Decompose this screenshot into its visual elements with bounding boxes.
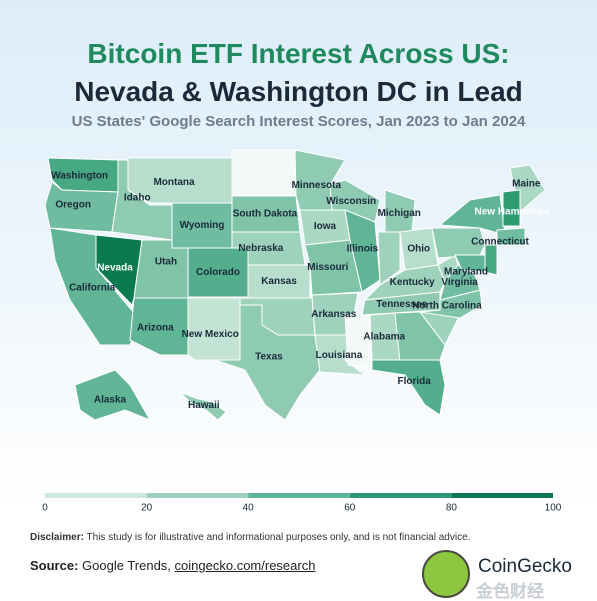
state-label: Virginia [441, 277, 478, 288]
legend-swatch [349, 493, 452, 498]
state-label: Nevada [97, 263, 133, 274]
state-label: Maryland [444, 267, 488, 278]
legend-tick-label: 0 [42, 503, 48, 514]
state-label: Minnesota [292, 180, 342, 191]
source-label: Source: [30, 558, 79, 573]
state-label: Missouri [307, 262, 348, 273]
state [344, 314, 371, 369]
logo: CoinGecko [478, 556, 572, 577]
state-label: Montana [153, 177, 195, 188]
state-label: North Carolina [412, 301, 482, 312]
source: Source: Google Trends, coingecko.com/res… [30, 558, 315, 573]
state [179, 391, 227, 421]
title: Bitcoin ETF Interest Across US: [87, 38, 510, 69]
legend-swatch [146, 493, 249, 498]
state-label: Louisiana [316, 350, 363, 361]
state-label: Arkansas [311, 309, 356, 320]
legend-swatch [45, 493, 147, 498]
state [496, 227, 526, 246]
state-label: Michigan [378, 208, 421, 219]
state-label: Illinois [347, 243, 379, 254]
state-label: Texas [255, 352, 283, 363]
subtitle: US States' Google Search Interest Scores… [71, 113, 526, 130]
state-label: Tennessee [376, 299, 427, 310]
state [74, 369, 152, 421]
state-label: Ohio [407, 243, 430, 254]
source-link[interactable]: coingecko.com/research [174, 558, 316, 573]
legend-swatch [248, 493, 350, 498]
state-label: Hawaii [188, 400, 220, 411]
state-label: Kentucky [390, 277, 435, 288]
state [214, 304, 321, 421]
state-label: Wyoming [180, 220, 225, 231]
state [377, 231, 401, 286]
state [484, 244, 498, 276]
state-label: Florida [397, 376, 431, 387]
disclaimer-label: Disclaimer: [30, 532, 84, 543]
state [394, 311, 446, 363]
state-label: New Mexico [182, 329, 239, 340]
state [502, 189, 521, 227]
legend-tick-label: 60 [344, 503, 356, 514]
legend-tick-label: 40 [243, 503, 255, 514]
state-label: Alaska [94, 395, 127, 406]
logo-icon [422, 550, 470, 598]
state [95, 234, 143, 306]
state-label: Alabama [363, 332, 405, 343]
source-text: Google Trends, [82, 558, 171, 573]
legend-tick-label: 20 [141, 503, 153, 514]
state [231, 149, 297, 197]
state-label: South Dakota [233, 209, 298, 220]
state-label: Oregon [55, 199, 91, 210]
state-label: Utah [155, 257, 177, 268]
state [437, 254, 459, 283]
state-label: Idaho [124, 193, 151, 204]
legend-swatch [451, 493, 553, 498]
state-label: Nebraska [238, 243, 283, 254]
state-label: Connecticut [471, 237, 529, 248]
legend-tick-label: 100 [545, 503, 562, 514]
state [344, 209, 381, 293]
state-label: Iowa [314, 221, 337, 232]
state-label: Wisconsin [326, 196, 376, 207]
state-label: New Hampshire [474, 207, 549, 218]
legend-tick-label: 80 [446, 503, 458, 514]
watermark: 金色财经 [476, 582, 544, 601]
state-label: Kansas [261, 276, 297, 287]
state [314, 334, 367, 376]
state-label: Colorado [196, 267, 240, 278]
state [371, 359, 446, 416]
state-label: California [69, 282, 116, 293]
state [431, 227, 486, 259]
state-label: Washington [51, 171, 108, 182]
state-label: Maine [512, 178, 541, 189]
disclaimer-text: This study is for illustrative and infor… [86, 532, 471, 543]
state-label: Arizona [137, 322, 174, 333]
state [133, 239, 189, 299]
title: Nevada & Washington DC in Lead [74, 76, 523, 107]
disclaimer: Disclaimer: This study is for illustrati… [30, 532, 470, 543]
